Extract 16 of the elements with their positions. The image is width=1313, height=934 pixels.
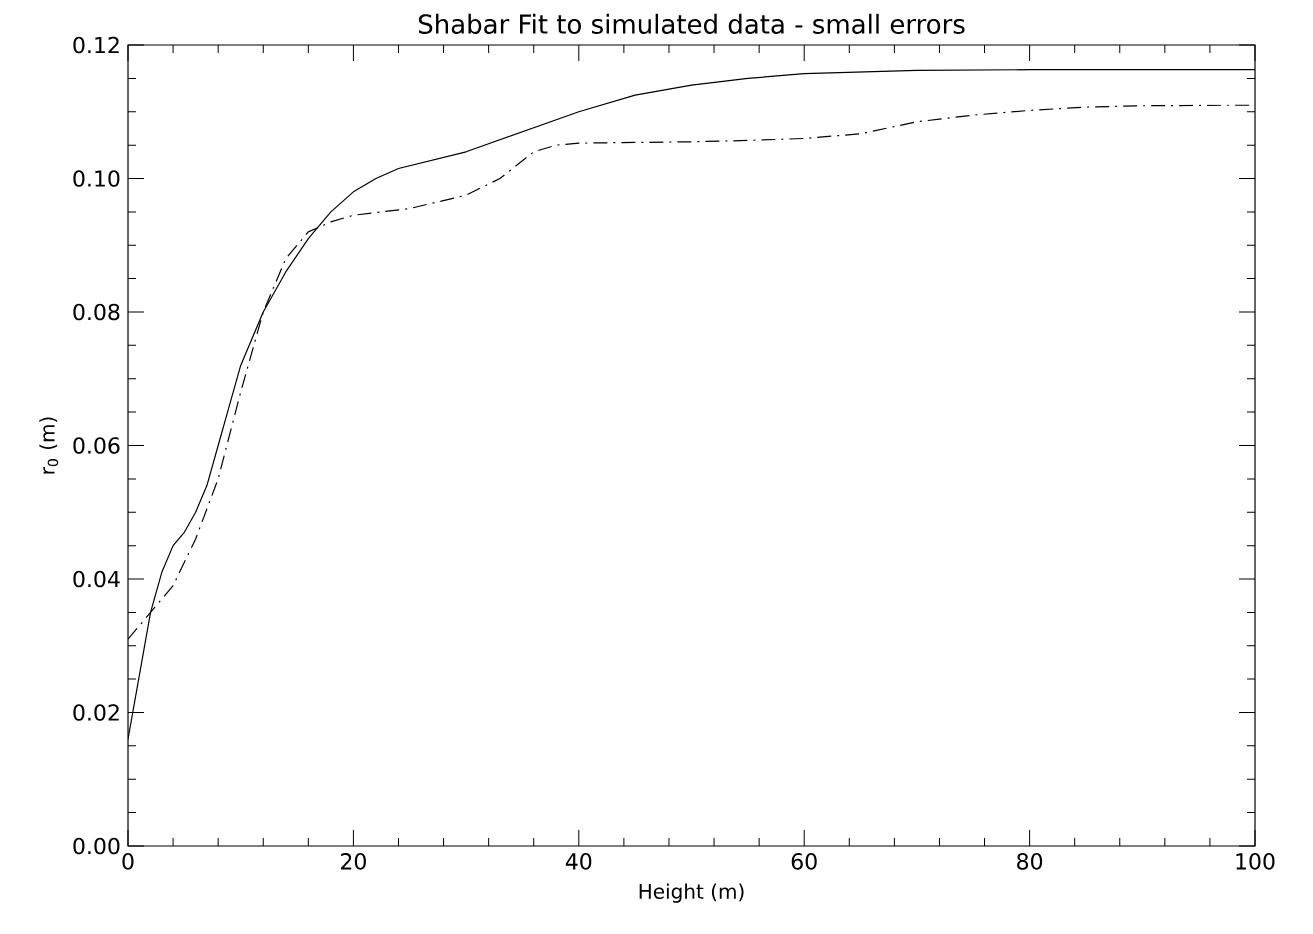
y-tick-label: 0.06 — [73, 437, 120, 454]
y-tick-label: 0.00 — [73, 837, 120, 855]
x-tick-label: 40 — [565, 853, 592, 870]
x-tick-label: 100 — [1236, 853, 1275, 870]
x-tick-label: 80 — [1017, 853, 1043, 870]
y-axis-title: r$_{0}$ (m) — [39, 417, 59, 474]
y-tick-label: 0.08 — [73, 303, 120, 321]
y-tick-label: 0.04 — [73, 570, 120, 588]
x-axis-title: Height (m) — [639, 883, 744, 903]
y-tick-label: 0.02 — [73, 704, 119, 721]
y-tick-label: 0.12 — [73, 36, 119, 54]
chart-title: Shabar Fit to simulated data - small errors — [418, 13, 965, 34]
x-tick-label: 60 — [791, 853, 817, 870]
x-tick-label: 0 — [122, 853, 134, 870]
y-tick-label: 0.10 — [73, 170, 120, 187]
x-tick-label: 20 — [341, 853, 366, 870]
